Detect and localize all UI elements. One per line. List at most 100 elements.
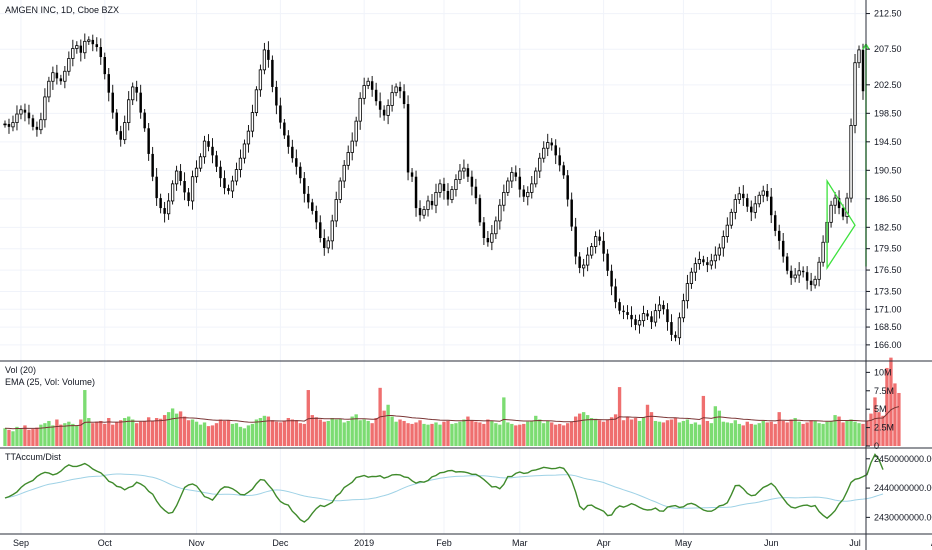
candle-down[interactable] [634, 319, 637, 325]
candle-up[interactable] [593, 236, 598, 247]
volume-bar-down[interactable] [302, 423, 306, 446]
candle-down[interactable] [514, 172, 518, 177]
candle-down[interactable] [785, 256, 789, 271]
volume-bar-down[interactable] [310, 415, 314, 446]
volume-bar-up[interactable] [454, 423, 458, 446]
candle-down[interactable] [35, 126, 39, 130]
volume-bar-up[interactable] [510, 423, 514, 446]
volume-bar-down[interactable] [865, 420, 869, 446]
candle-down[interactable] [187, 192, 190, 201]
candle-up[interactable] [685, 283, 690, 302]
candle-up[interactable] [458, 170, 462, 180]
volume-bar-up[interactable] [757, 423, 761, 446]
volume-bar-down[interactable] [398, 419, 402, 446]
volume-bar-up[interactable] [198, 424, 203, 446]
candle-up[interactable] [637, 320, 642, 326]
candle-down[interactable] [179, 171, 182, 181]
candle-down[interactable] [159, 198, 162, 209]
volume-bar-down[interactable] [418, 420, 422, 446]
candle-down[interactable] [271, 59, 274, 87]
volume-bar-up[interactable] [39, 424, 43, 446]
volume-bar-down[interactable] [322, 421, 326, 446]
candle-up[interactable] [817, 261, 821, 280]
volume-bar-up[interactable] [737, 423, 741, 446]
volume-bar-up[interactable] [166, 412, 171, 446]
candle-down[interactable] [630, 314, 633, 320]
volume-pane[interactable] [3, 357, 901, 446]
volume-bar-down[interactable] [7, 429, 11, 446]
volume-bar-up[interactable] [390, 416, 394, 446]
volume-bar-up[interactable] [262, 415, 267, 446]
volume-bar-down[interactable] [605, 419, 610, 446]
candle-up[interactable] [542, 147, 546, 159]
candle-up[interactable] [689, 271, 694, 285]
candle-down[interactable] [742, 193, 745, 199]
candle-up[interactable] [190, 176, 195, 202]
volume-bar-up[interactable] [386, 404, 390, 446]
volume-bar-down[interactable] [119, 420, 123, 446]
candle-up[interactable] [713, 254, 717, 262]
candle-down[interactable] [781, 240, 785, 257]
candle-down[interactable] [107, 74, 110, 93]
candle-up[interactable] [494, 220, 498, 235]
volume-bar-down[interactable] [809, 420, 813, 446]
volume-bar-up[interactable] [593, 418, 598, 446]
candle-up[interactable] [534, 170, 538, 185]
candle-down[interactable] [750, 206, 753, 213]
volume-bar-up[interactable] [127, 416, 131, 446]
candle-down[interactable] [267, 49, 270, 60]
candle-up[interactable] [434, 191, 438, 206]
volume-bar-down[interactable] [705, 420, 710, 446]
volume-bar-up[interactable] [246, 425, 251, 446]
volume-bar-down[interactable] [466, 416, 470, 446]
candle-down[interactable] [674, 334, 677, 338]
volume-bar-up[interactable] [677, 422, 682, 446]
candle-down[interactable] [626, 312, 629, 315]
candle-up[interactable] [250, 112, 255, 132]
candle-up[interactable] [530, 183, 534, 193]
candle-down[interactable] [211, 146, 214, 156]
volume-bar-down[interactable] [298, 423, 302, 446]
volume-bar-down[interactable] [801, 423, 805, 446]
candle-down[interactable] [789, 270, 793, 278]
volume-bar-down[interactable] [35, 427, 39, 446]
volume-ema-line[interactable] [4, 406, 900, 430]
volume-bar-down[interactable] [573, 416, 578, 446]
volume-bar-up[interactable] [585, 415, 590, 446]
candle-down[interactable] [769, 196, 773, 216]
volume-bar-down[interactable] [115, 422, 119, 446]
candle-down[interactable] [598, 236, 601, 241]
volume-bar-up[interactable] [490, 420, 494, 446]
volume-bar-up[interactable] [653, 420, 658, 446]
volume-bar-down[interactable] [601, 421, 606, 446]
candle-down[interactable] [143, 112, 146, 129]
volume-bar-up[interactable] [51, 425, 55, 446]
volume-bar-up[interactable] [498, 424, 502, 446]
volume-bar-down[interactable] [474, 421, 478, 446]
candle-up[interactable] [813, 278, 817, 286]
candle-down[interactable] [486, 238, 490, 243]
candle-down[interactable] [79, 45, 83, 53]
volume-bar-down[interactable] [554, 424, 558, 446]
volume-bar-down[interactable] [79, 419, 83, 446]
candle-up[interactable] [490, 233, 494, 243]
volume-bar-up[interactable] [83, 390, 87, 446]
candle-up[interactable] [462, 167, 466, 172]
volume-bar-down[interactable] [103, 423, 107, 446]
candle-down[interactable] [746, 198, 749, 207]
candle-down[interactable] [430, 200, 434, 206]
candle-up[interactable] [3, 123, 7, 126]
volume-bar-up[interactable] [15, 426, 19, 446]
volume-bar-down[interactable] [374, 418, 378, 446]
candle-up[interactable] [506, 180, 510, 193]
price-pane[interactable] [3, 33, 865, 345]
volume-bar-up[interactable] [494, 423, 498, 446]
candle-down[interactable] [119, 131, 122, 140]
volume-bar-down[interactable] [558, 423, 562, 446]
candle-down[interactable] [410, 172, 414, 177]
volume-bar-down[interactable] [478, 422, 482, 446]
volume-bar-down[interactable] [749, 423, 753, 446]
candle-up[interactable] [51, 72, 55, 82]
candle-down[interactable] [670, 322, 673, 335]
candle-up[interactable] [526, 191, 530, 198]
